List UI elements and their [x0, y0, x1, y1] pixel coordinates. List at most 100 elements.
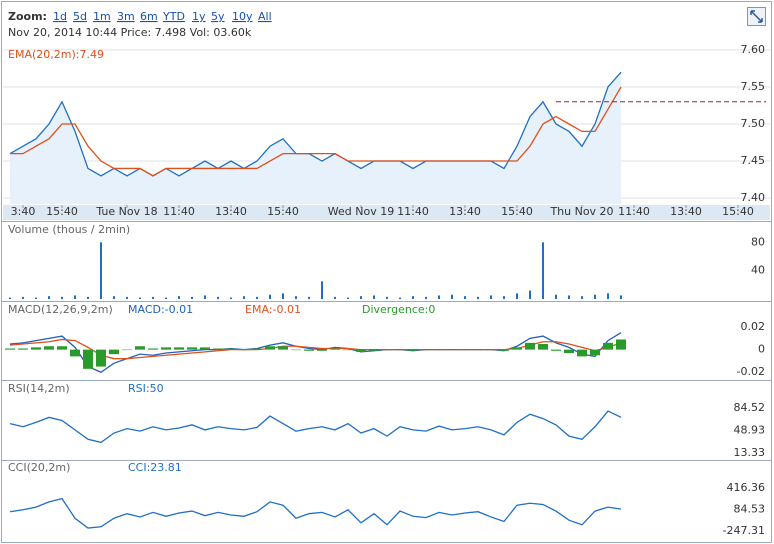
- x-tick-label: Thu Nov 20: [549, 205, 613, 218]
- bar: [620, 295, 622, 299]
- zoom-link[interactable]: All: [258, 10, 272, 23]
- bar: [434, 349, 444, 351]
- zoom-link[interactable]: YTD: [162, 10, 185, 23]
- bar: [317, 349, 327, 351]
- bar: [408, 349, 418, 351]
- line: [9, 410, 622, 444]
- bar: [607, 293, 609, 299]
- bar: [161, 347, 171, 350]
- bar: [291, 349, 301, 351]
- y-tick-label: -247.31: [723, 524, 765, 537]
- bar: [330, 348, 340, 350]
- zoom-link[interactable]: 1d: [53, 10, 67, 23]
- bar: [269, 294, 271, 299]
- legend-entry: EMA:-0.01: [245, 303, 301, 316]
- bar: [425, 296, 427, 299]
- x-tick-label: 15:40: [46, 205, 78, 218]
- bar: [5, 348, 15, 350]
- bar: [74, 295, 76, 299]
- zoom-label: Zoom:: [8, 10, 47, 23]
- x-tick-label: 11:40: [397, 205, 429, 218]
- bar: [542, 242, 544, 299]
- x-tick-label: 11:40: [618, 205, 650, 218]
- bar: [191, 296, 193, 299]
- legend-entry: MACD:-0.01: [128, 303, 193, 316]
- zoom-link[interactable]: 1m: [93, 10, 111, 23]
- bar: [594, 294, 596, 299]
- bar: [395, 349, 405, 351]
- bar: [581, 296, 583, 299]
- bar: [204, 295, 206, 299]
- bar: [568, 295, 570, 299]
- zoom-button[interactable]: [747, 7, 766, 26]
- x-tick-label: 15:40: [501, 205, 533, 218]
- line: [10, 86, 622, 177]
- y-tick-label: 7.40: [741, 191, 766, 204]
- bar: [278, 346, 288, 350]
- bar: [100, 242, 102, 299]
- zoom-link[interactable]: 5y: [211, 10, 225, 23]
- x-tick-label: 13:40: [670, 205, 702, 218]
- x-tick-label: 13:40: [449, 205, 481, 218]
- x-axis-band: [3, 205, 770, 220]
- zoom-link[interactable]: 10y: [232, 10, 253, 23]
- bar: [616, 339, 626, 350]
- bar: [135, 346, 145, 350]
- x-tick-label: 15:40: [267, 205, 299, 218]
- y-tick-label: 7.50: [741, 117, 766, 130]
- bar: [555, 294, 557, 299]
- y-tick-label: 84.52: [734, 401, 766, 414]
- bar: [356, 349, 366, 352]
- bar: [464, 296, 466, 299]
- bar: [243, 296, 245, 299]
- bar: [22, 296, 24, 299]
- x-tick-label: Wed Nov 19: [328, 205, 394, 218]
- y-tick-label: 416.36: [727, 481, 766, 494]
- zoom-link[interactable]: 5d: [73, 10, 87, 23]
- line: [9, 497, 622, 529]
- bar: [109, 349, 119, 355]
- bar: [265, 346, 275, 350]
- bar: [200, 347, 210, 350]
- bar: [122, 349, 132, 351]
- x-tick-label: 3:40: [11, 205, 36, 218]
- bar: [503, 296, 505, 299]
- bar: [512, 347, 522, 350]
- x-tick-label: 11:40: [163, 205, 195, 218]
- y-tick-label: 40: [751, 264, 765, 277]
- bar: [477, 296, 479, 299]
- bar: [139, 297, 141, 299]
- bar: [304, 349, 314, 351]
- y-tick-label: 80: [751, 235, 765, 248]
- bar: [564, 349, 574, 354]
- bar: [48, 296, 50, 299]
- line: [9, 71, 622, 177]
- zoom-link[interactable]: 6m: [140, 10, 158, 23]
- bar: [295, 296, 297, 299]
- zoom-link[interactable]: 1y: [192, 10, 206, 23]
- bar: [152, 296, 154, 299]
- bar: [282, 293, 284, 299]
- bar: [217, 296, 219, 299]
- y-tick-label: 7.60: [741, 43, 766, 56]
- bar: [96, 349, 106, 367]
- bar: [486, 349, 496, 351]
- bar: [57, 346, 67, 350]
- bar: [447, 349, 457, 351]
- bar: [360, 296, 362, 299]
- bar: [148, 348, 158, 350]
- bar: [516, 293, 518, 299]
- bar: [451, 294, 453, 299]
- legend-entry: EMA(20,2m):7.49: [8, 48, 104, 61]
- bar: [538, 343, 548, 350]
- y-tick-label: -0.02: [737, 365, 765, 378]
- bar: [187, 347, 197, 350]
- bar: [343, 349, 353, 351]
- bar: [473, 349, 483, 351]
- bar: [174, 347, 184, 350]
- legend-entry: RSI:50: [128, 382, 164, 395]
- zoom-link[interactable]: 3m: [117, 10, 135, 23]
- bar: [490, 295, 492, 299]
